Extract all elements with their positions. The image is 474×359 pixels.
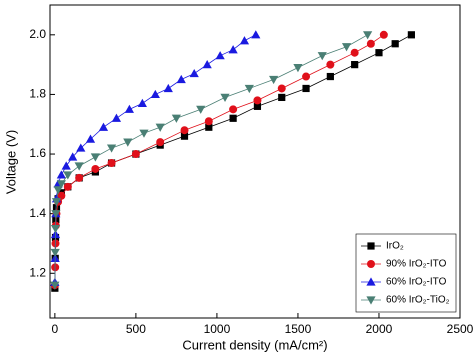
marker [68, 152, 78, 161]
marker [74, 162, 84, 171]
y-tick-label: 1.8 [29, 87, 46, 101]
marker [269, 75, 279, 85]
series-line [54, 34, 256, 283]
marker [91, 164, 100, 173]
marker [229, 105, 238, 114]
marker [204, 117, 213, 126]
marker [253, 96, 262, 105]
marker [131, 150, 140, 159]
marker [367, 260, 375, 268]
marker [351, 61, 359, 69]
marker [363, 31, 373, 40]
marker [90, 153, 100, 162]
marker [180, 126, 189, 135]
marker [111, 113, 122, 122]
marker [171, 114, 182, 123]
marker [176, 74, 186, 84]
marker [85, 134, 96, 143]
x-tick-label: 500 [126, 322, 146, 336]
marker [51, 198, 62, 207]
legend-label: 60% IrO₂-TiO₂ [386, 295, 450, 306]
y-tick-label: 1.6 [29, 146, 46, 160]
marker [366, 277, 376, 286]
marker [202, 60, 212, 69]
marker [350, 48, 359, 57]
marker [277, 84, 286, 93]
y-axis-label: Voltage (V) [3, 130, 18, 194]
marker [205, 123, 213, 131]
marker [137, 98, 147, 107]
marker [367, 242, 375, 250]
marker [326, 60, 335, 69]
marker [302, 84, 310, 93]
marker [75, 173, 84, 182]
marker [215, 51, 225, 60]
plot-frame [49, 4, 461, 319]
marker [317, 52, 327, 61]
marker [61, 161, 71, 170]
marker [106, 144, 117, 153]
y-tick-label: 2.0 [29, 27, 46, 41]
marker [244, 84, 254, 94]
marker [220, 93, 230, 103]
marker [326, 72, 334, 81]
marker [98, 122, 109, 131]
marker [155, 123, 165, 132]
marker [375, 49, 383, 57]
marker [50, 224, 61, 234]
marker [63, 171, 73, 180]
legend-label: 60% IrO₂-ITO [386, 277, 447, 288]
legend-label: IrO₂ [386, 241, 404, 252]
marker [407, 31, 415, 39]
marker [76, 143, 86, 152]
marker [50, 248, 60, 258]
marker [228, 45, 238, 54]
marker [51, 210, 61, 219]
marker [56, 180, 66, 189]
marker [229, 114, 237, 122]
series-line [54, 34, 385, 286]
marker [251, 30, 261, 39]
marker [150, 89, 160, 99]
x-tick-label: 1500 [285, 322, 312, 336]
marker [57, 191, 66, 200]
x-axis-label: Current density (mA/cm²) [182, 337, 327, 352]
marker [56, 170, 66, 179]
marker [63, 182, 72, 191]
marker [302, 72, 311, 81]
marker [366, 296, 376, 305]
x-tick-label: 1000 [204, 322, 231, 336]
legend-label: 90% IrO₂-ITO [386, 259, 447, 270]
y-tick-label: 1.4 [29, 206, 46, 220]
y-tick-label: 1.2 [29, 265, 46, 279]
marker [278, 93, 286, 102]
marker [189, 68, 199, 78]
marker [123, 138, 133, 147]
x-tick-label: 0 [52, 322, 59, 336]
marker [53, 186, 63, 195]
marker [163, 83, 173, 93]
marker [341, 43, 352, 52]
marker [366, 39, 375, 48]
marker [196, 105, 206, 114]
series-line [54, 34, 368, 286]
x-tick-label: 2500 [447, 322, 474, 336]
marker [107, 158, 116, 167]
x-tick-label: 2000 [366, 322, 393, 336]
marker [239, 36, 250, 45]
marker [156, 138, 165, 147]
marker [50, 281, 60, 290]
marker [180, 132, 189, 140]
marker [293, 64, 303, 73]
marker [139, 129, 149, 138]
marker [253, 102, 262, 110]
marker [124, 104, 135, 113]
marker [391, 40, 399, 48]
marker [379, 30, 388, 39]
